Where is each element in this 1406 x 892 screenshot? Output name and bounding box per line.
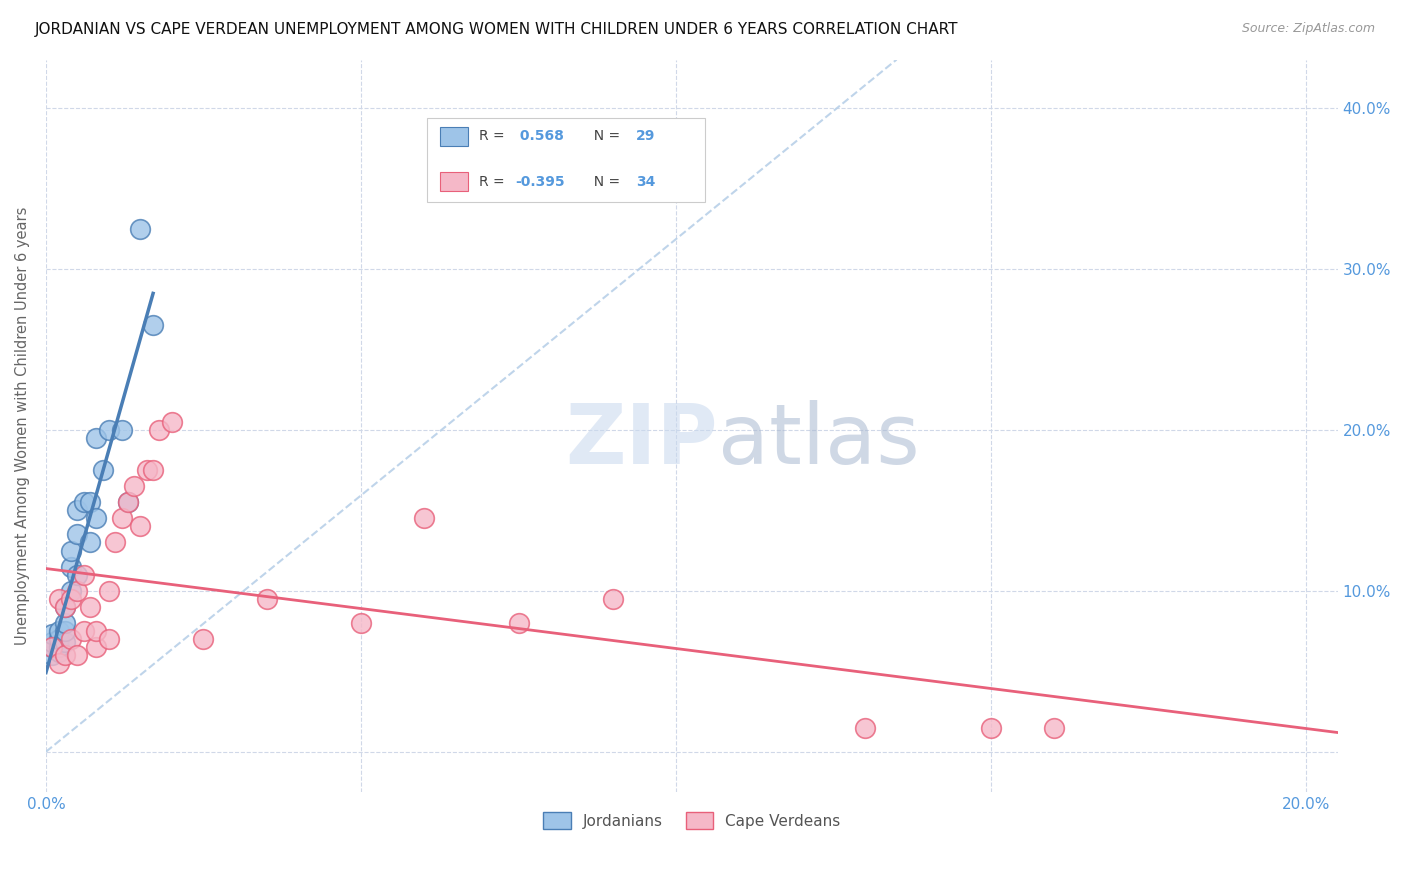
Text: Source: ZipAtlas.com: Source: ZipAtlas.com [1241, 22, 1375, 36]
Point [110, 423, 132, 437]
Point [122, 479, 145, 493]
Point [66, 527, 89, 541]
Point [110, 511, 132, 525]
Point [73, 624, 96, 638]
Point [53, 599, 76, 614]
Point [853, 721, 876, 735]
Point [41, 648, 63, 662]
Point [48, 640, 70, 654]
Point [86, 624, 108, 638]
Point [66, 567, 89, 582]
Legend: Jordanians, Cape Verdeans: Jordanians, Cape Verdeans [537, 805, 846, 836]
FancyBboxPatch shape [440, 127, 468, 146]
Point [350, 615, 373, 630]
Point [129, 221, 152, 235]
Point [73, 495, 96, 509]
Text: 34: 34 [637, 175, 655, 189]
Point [160, 415, 183, 429]
Text: -0.395: -0.395 [515, 175, 564, 189]
Point [79, 535, 101, 549]
Point [53, 599, 76, 614]
Point [66, 648, 89, 662]
Point [48, 656, 70, 670]
FancyBboxPatch shape [440, 172, 468, 192]
Point [413, 511, 436, 525]
Point [142, 463, 165, 477]
Point [41, 627, 63, 641]
Text: 29: 29 [637, 129, 655, 144]
Point [53, 648, 76, 662]
Point [79, 495, 101, 509]
Point [41, 635, 63, 649]
Point [60, 543, 83, 558]
Text: R =: R = [478, 129, 509, 144]
Point [60, 583, 83, 598]
Point [98, 423, 121, 437]
Point [48, 632, 70, 646]
Point [41, 640, 63, 654]
Point [104, 535, 127, 549]
Text: N =: N = [585, 175, 624, 189]
FancyBboxPatch shape [427, 118, 704, 202]
Point [1043, 721, 1066, 735]
Point [48, 624, 70, 638]
Text: N =: N = [585, 129, 624, 144]
Point [148, 423, 170, 437]
Point [91, 463, 114, 477]
Point [86, 511, 108, 525]
Point [66, 503, 89, 517]
Text: R =: R = [478, 175, 509, 189]
Text: 0.568: 0.568 [515, 129, 564, 144]
Text: ZIP: ZIP [565, 400, 717, 481]
Point [60, 591, 83, 606]
Point [66, 583, 89, 598]
Point [117, 495, 139, 509]
Point [508, 615, 530, 630]
Point [142, 318, 165, 333]
Point [193, 632, 215, 646]
Point [41, 640, 63, 654]
Point [86, 431, 108, 445]
Point [129, 519, 152, 533]
Point [48, 645, 70, 659]
Point [60, 559, 83, 574]
Point [86, 640, 108, 654]
Point [117, 495, 139, 509]
Point [98, 632, 121, 646]
Point [48, 591, 70, 606]
Point [73, 567, 96, 582]
Point [602, 591, 624, 606]
Point [135, 463, 157, 477]
Text: JORDANIAN VS CAPE VERDEAN UNEMPLOYMENT AMONG WOMEN WITH CHILDREN UNDER 6 YEARS C: JORDANIAN VS CAPE VERDEAN UNEMPLOYMENT A… [35, 22, 959, 37]
Text: atlas: atlas [717, 400, 920, 481]
Point [79, 599, 101, 614]
Point [60, 632, 83, 646]
Point [53, 624, 76, 638]
Point [53, 635, 76, 649]
Point [98, 583, 121, 598]
Point [256, 591, 278, 606]
Y-axis label: Unemployment Among Women with Children Under 6 years: Unemployment Among Women with Children U… [15, 207, 30, 645]
Point [53, 615, 76, 630]
Point [980, 721, 1002, 735]
